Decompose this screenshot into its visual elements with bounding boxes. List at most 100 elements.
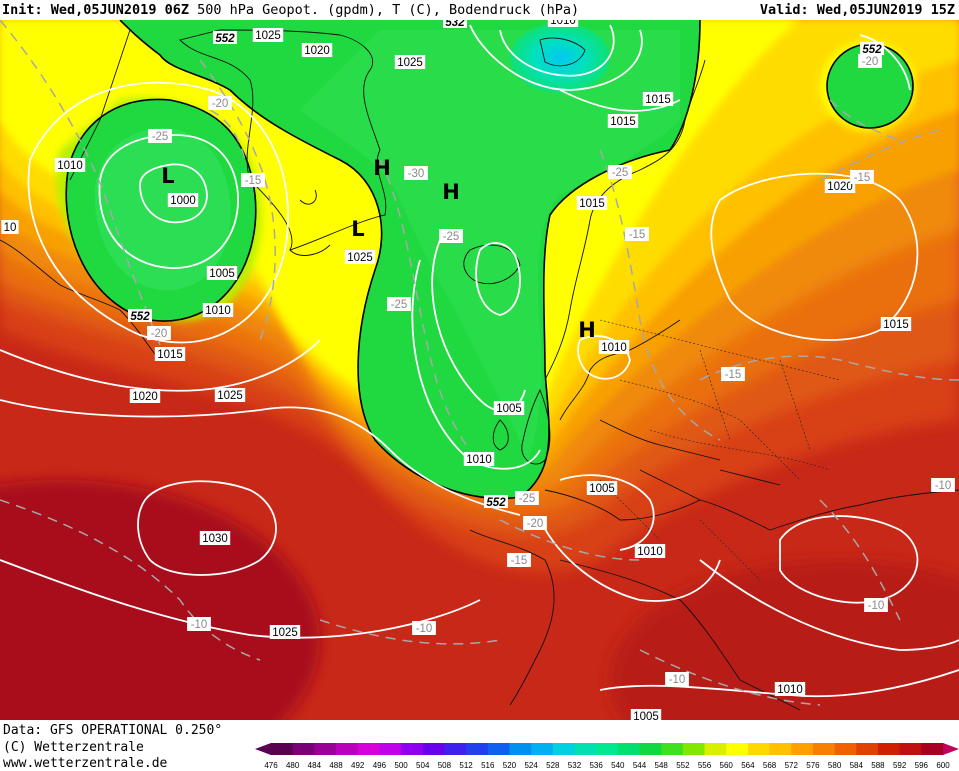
legend-bar	[255, 743, 959, 755]
init-value: Wed,05JUN2019 06Z	[50, 2, 189, 18]
legend-swatch	[726, 743, 749, 755]
website-link[interactable]: www.wetterzentrale.de	[3, 756, 168, 771]
legend-tick-label: 508	[438, 761, 452, 770]
geopotential-label-box	[484, 495, 508, 508]
isobar-label: 1010	[774, 682, 806, 696]
isotherm-label-text: -25	[612, 167, 629, 179]
isobar-label: 1025	[269, 625, 301, 639]
isobar-label: 1025	[214, 388, 246, 402]
valid-value: Wed,05JUN2019 15Z	[816, 2, 955, 18]
isotherm-label-box	[507, 553, 531, 567]
isobar-label-box	[1, 220, 19, 234]
isotherm-label-box	[608, 165, 632, 179]
isobar-label-text: 1025	[397, 57, 423, 69]
legend-tick-label: 580	[828, 761, 842, 770]
isobar-label-box	[154, 347, 186, 361]
isotherm-label-box	[148, 129, 172, 143]
isotherm-label-box	[864, 598, 888, 612]
legend-tick-label: 512	[459, 761, 473, 770]
isobar-label-text: 1015	[610, 116, 636, 128]
isobar-label-box	[774, 682, 806, 696]
isotherm-label-text: -20	[151, 328, 168, 340]
isotherm-label-box	[387, 297, 411, 311]
isotherm-label: -25	[608, 165, 632, 179]
isobar-label: 1030	[199, 531, 231, 545]
legend-tick-label: 576	[806, 761, 820, 770]
geopotential-label: 532	[443, 20, 467, 29]
legend-swatch	[531, 743, 554, 755]
isobar-label-box	[598, 340, 630, 354]
legend-swatch	[617, 743, 641, 755]
legend-swatch	[292, 743, 315, 755]
isotherm-label: -15	[850, 170, 874, 184]
legend-tick-label: 544	[633, 761, 647, 770]
isobar-label-box	[630, 709, 662, 720]
legend-tick-labels: 476 480 484 488 492 496 500 504 508 512 516 520 524 5…	[264, 761, 950, 770]
isotherm-label: -20	[208, 96, 232, 110]
isotherm-label-text: -25	[519, 493, 536, 505]
legend-swatch	[552, 743, 575, 755]
isobar-label-text: 1025	[272, 627, 298, 639]
geopotential-label-text: 532	[445, 20, 465, 29]
isotherm-label: -10	[931, 478, 955, 492]
isobar-label-box	[199, 531, 231, 545]
isobar-label-box	[642, 92, 674, 106]
legend-swatch	[379, 743, 402, 755]
isotherm-label: -15	[721, 367, 745, 381]
isotherm-label-box	[721, 367, 745, 381]
high-pressure-marker: H	[578, 318, 596, 342]
isotherm-label-box	[850, 170, 874, 184]
isotherm-label-box	[515, 491, 539, 505]
high-pressure-marker: H	[373, 156, 391, 180]
isobar-label-box	[129, 389, 161, 403]
geopotential-label-box	[128, 309, 152, 322]
geopotential-label: 552	[128, 309, 152, 323]
isotherm-label-text: -15	[854, 172, 871, 184]
geopotential-label: 552	[860, 42, 884, 56]
pressure-center-labels: L H H L H	[161, 156, 595, 342]
temperature-labels: -20 -25 -15 -30 -20 -15 -25 -15 -25 -25 -20 -15 -25 -…	[147, 54, 955, 686]
isobar-label-text: 1015	[157, 349, 183, 361]
isotherm-label: -10	[187, 617, 211, 631]
legend-tick-label: 540	[611, 761, 625, 770]
isobar-label-text: 1005	[496, 403, 522, 415]
isobar-label-box	[547, 20, 579, 27]
isotherm-label-text: -15	[725, 369, 742, 381]
legend-arrow-low	[255, 743, 271, 755]
isobar-label: 1025	[394, 55, 426, 69]
legend-swatch	[661, 743, 684, 755]
isobar-label: 1020	[824, 179, 856, 193]
isobar-label: 1010	[598, 340, 630, 354]
legend-tick-label: 476	[264, 761, 278, 770]
isobar-label: 1025	[344, 250, 376, 264]
isobar-label: 1010	[634, 544, 666, 558]
isotherm-label-text: -10	[669, 674, 686, 686]
isobar-label-box	[167, 193, 199, 207]
legend-tick-label: 496	[373, 761, 387, 770]
legend-swatch	[487, 743, 510, 755]
isotherm-label-text: -25	[152, 131, 169, 143]
isotherm-label: -25	[387, 297, 411, 311]
isotherm-label-text: -30	[408, 168, 425, 180]
isotherm-label-box	[404, 166, 428, 180]
low-pressure-marker: L	[161, 164, 174, 188]
isobar-label: 1010	[54, 158, 86, 172]
geopotential-labels: 552 532 552 552 552	[128, 20, 884, 509]
isobar-label: 1000	[167, 193, 199, 207]
legend-swatch	[877, 743, 901, 755]
isotherm-label: -30	[404, 166, 428, 180]
geopotential-label-box	[213, 31, 237, 44]
legend-tick-label: 516	[481, 761, 495, 770]
legend-tick-label: 484	[308, 761, 322, 770]
isobar-label: 1005	[586, 481, 618, 495]
legend-tick-label: 548	[655, 761, 669, 770]
isotherm-label-box	[665, 672, 689, 686]
isobar-label: 1010	[463, 452, 495, 466]
geopotential-label-box	[443, 20, 467, 28]
isobar-label: 1015	[576, 196, 608, 210]
pressure-labels: 1025 1020 1025 1010 1015 1015 1010 1000 1015 1020…	[1, 20, 912, 720]
legend-swatch	[574, 743, 597, 755]
isobar-label-text: 1015	[579, 198, 605, 210]
isobar-label-box	[394, 55, 426, 69]
isotherm-label-box	[208, 96, 232, 110]
